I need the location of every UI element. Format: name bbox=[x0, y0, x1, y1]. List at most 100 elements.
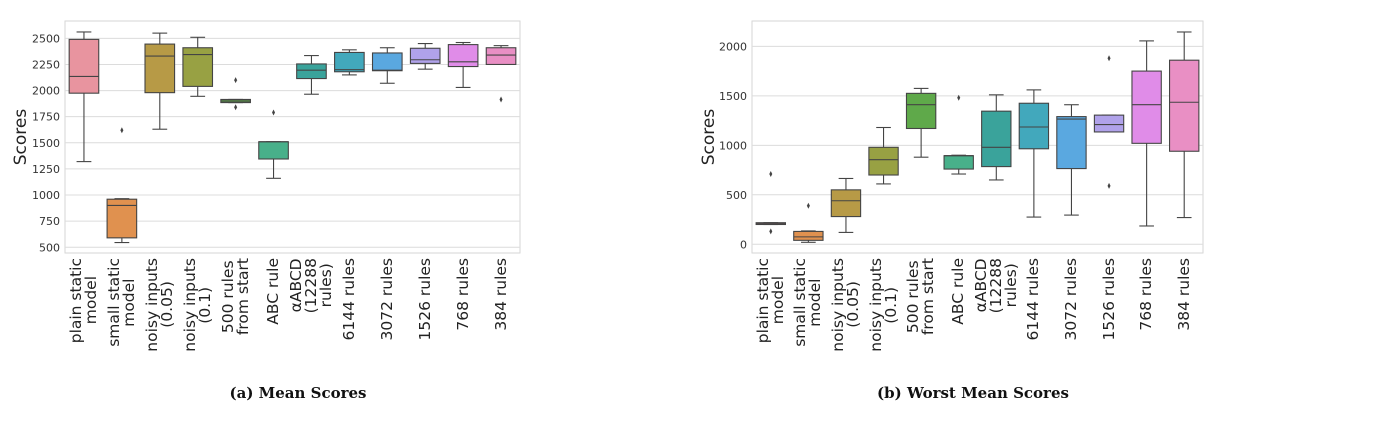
x-tick-label: αABCD (12288 rules) bbox=[286, 258, 335, 314]
y-axis-label: Scores bbox=[699, 109, 719, 166]
y-tick-label: 2500 bbox=[32, 32, 60, 45]
box-iqr bbox=[1018, 102, 1050, 150]
box-iqr bbox=[793, 230, 824, 241]
outlier-point bbox=[806, 202, 810, 209]
box-7 bbox=[334, 49, 365, 76]
outlier-point bbox=[120, 127, 124, 134]
box-0 bbox=[68, 31, 100, 163]
box-iqr bbox=[1169, 59, 1200, 152]
x-tick-label: 500 rules from start bbox=[218, 258, 252, 336]
y-tick-label: 1000 bbox=[719, 139, 747, 152]
box-8 bbox=[1056, 104, 1087, 216]
box-5 bbox=[943, 94, 974, 175]
box-iqr bbox=[1131, 70, 1162, 144]
y-tick-label: 750 bbox=[39, 215, 60, 228]
caption: (a) Mean Scores bbox=[229, 384, 367, 402]
box-4 bbox=[220, 77, 251, 111]
box-9 bbox=[409, 43, 441, 70]
x-tick-label: 3072 rules bbox=[377, 258, 396, 341]
x-tick-label: 384 rules bbox=[1174, 258, 1193, 331]
y-tick-label: 2000 bbox=[32, 85, 60, 98]
box-1 bbox=[793, 202, 824, 243]
box-iqr bbox=[258, 141, 289, 160]
box-iqr bbox=[981, 110, 1012, 168]
mean-scores-panel: 500 750 1000 1250 1500 1750 2000 2250 2500 Scores… bbox=[0, 0, 698, 427]
y-tick-label: 500 bbox=[39, 241, 60, 254]
box-4 bbox=[905, 87, 937, 158]
box-iqr bbox=[447, 44, 479, 68]
x-tick-label: 768 rules bbox=[453, 258, 472, 331]
y-tick-label: 1500 bbox=[719, 90, 747, 103]
y-tick-label: 1750 bbox=[32, 111, 60, 124]
box-6 bbox=[981, 94, 1012, 181]
box-iqr bbox=[1056, 116, 1087, 170]
box-iqr bbox=[409, 47, 441, 64]
y-tick-label: 1500 bbox=[32, 137, 60, 150]
x-tick-label: 1526 rules bbox=[1099, 258, 1118, 341]
box-0 bbox=[755, 171, 786, 235]
box-2 bbox=[830, 177, 862, 233]
outlier-point bbox=[769, 171, 773, 178]
outlier-point bbox=[769, 228, 773, 235]
box-iqr bbox=[182, 47, 214, 87]
y-tick-label: 1000 bbox=[32, 189, 60, 202]
x-tick-label: small static model bbox=[791, 258, 825, 347]
x-tick-label: 1526 rules bbox=[415, 258, 434, 341]
plot-frame bbox=[64, 20, 521, 254]
x-tick-label: noisy inputs (0.1) bbox=[866, 258, 900, 352]
x-tick-label: ABC rule bbox=[949, 258, 968, 325]
outlier-point bbox=[234, 77, 238, 84]
box-11 bbox=[1169, 31, 1200, 219]
y-tick-label: 2250 bbox=[32, 58, 60, 71]
mean-scores-boxplot: 500 750 1000 1250 1500 1750 2000 2250 2500 Scores bbox=[11, 20, 521, 254]
plot-frame bbox=[751, 20, 1204, 254]
x-tick-label: ABC rule bbox=[264, 258, 283, 325]
outlier-point bbox=[499, 96, 503, 103]
outlier-point bbox=[1107, 182, 1111, 189]
x-tick-label: plain static model bbox=[753, 258, 787, 344]
y-tick-label: 0 bbox=[740, 238, 747, 251]
box-3 bbox=[868, 126, 899, 185]
box-7 bbox=[1018, 89, 1050, 218]
box-8 bbox=[371, 47, 403, 84]
box-10 bbox=[447, 41, 479, 88]
box-2 bbox=[144, 32, 176, 130]
caption: (b) Worst Mean Scores bbox=[877, 384, 1069, 402]
y-tick-label: 500 bbox=[726, 189, 747, 202]
worst-mean-scores-boxplot: 0 500 1000 1500 2000 Scores bbox=[699, 20, 1204, 254]
box-iqr bbox=[296, 63, 327, 80]
x-tick-label: noisy inputs (0.1) bbox=[180, 258, 214, 352]
x-tick-label: plain static model bbox=[66, 258, 100, 344]
x-tick-label: 6144 rules bbox=[1024, 258, 1043, 341]
box-iqr bbox=[334, 51, 365, 73]
box-9 bbox=[1093, 55, 1125, 189]
box-1 bbox=[106, 127, 138, 244]
box-iqr bbox=[371, 52, 403, 72]
worst-mean-scores-panel: 0 500 1000 1500 2000 Scores (b) Worst Mean Sc… bbox=[698, 0, 1396, 427]
box-iqr bbox=[144, 43, 176, 94]
outlier-point bbox=[1107, 55, 1111, 62]
x-tick-label: 384 rules bbox=[491, 258, 510, 331]
box-6 bbox=[296, 55, 327, 95]
y-tick-label: 2000 bbox=[719, 40, 747, 53]
x-tick-label: 6144 rules bbox=[339, 258, 358, 341]
box-3 bbox=[182, 36, 214, 97]
box-11 bbox=[485, 45, 517, 103]
box-iqr bbox=[68, 38, 100, 94]
outlier-point bbox=[234, 104, 238, 111]
box-iqr bbox=[1093, 114, 1125, 133]
y-axis-label: Scores bbox=[11, 109, 31, 166]
x-tick-label: noisy inputs (0.05) bbox=[828, 258, 862, 352]
x-tick-label: small static model bbox=[104, 258, 138, 347]
outlier-point bbox=[272, 109, 276, 116]
x-tick-label: 500 rules from start bbox=[904, 258, 938, 336]
x-tick-label: noisy inputs (0.05) bbox=[142, 258, 176, 352]
x-tick-label: 3072 rules bbox=[1061, 258, 1080, 341]
box-iqr bbox=[485, 47, 517, 66]
box-10 bbox=[1131, 40, 1162, 227]
box-iqr bbox=[868, 146, 899, 176]
outlier-point bbox=[957, 94, 961, 101]
x-tick-label: 768 rules bbox=[1137, 258, 1156, 331]
box-5 bbox=[258, 109, 289, 179]
x-tick-label: αABCD (12288 rules) bbox=[971, 258, 1020, 314]
